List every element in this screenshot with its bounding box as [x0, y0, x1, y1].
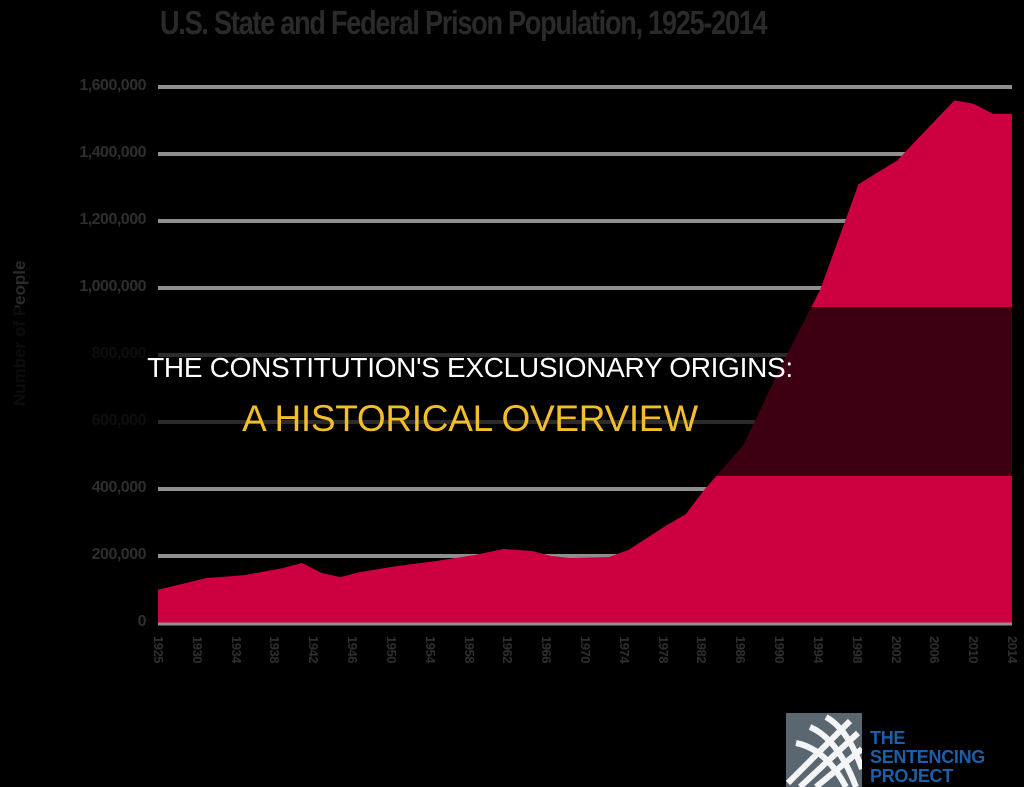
- headline-line-2: A HISTORICAL OVERVIEW: [242, 398, 698, 439]
- x-tick-label: 1994: [810, 636, 826, 663]
- y-tick-label: 400,000: [91, 479, 147, 496]
- x-tick-label: 1938: [267, 636, 283, 663]
- logo-line-3: PROJECT: [870, 766, 953, 786]
- x-tick-label: 1958: [461, 636, 477, 663]
- x-tick-label: 1946: [345, 636, 361, 663]
- x-tick-label: 1970: [578, 636, 593, 663]
- y-tick-label: 1,000,000: [79, 278, 146, 295]
- x-tick-label: 2014: [1005, 636, 1020, 663]
- x-tick-label: 1934: [228, 636, 244, 663]
- y-tick-label: 1,200,000: [79, 211, 146, 228]
- y-tick-label: 1,600,000: [79, 77, 146, 94]
- y-tick-label: 0: [137, 613, 147, 630]
- headline-overlay-band: [0, 307, 1024, 476]
- prison-population-area: [158, 100, 1012, 623]
- x-tick-label: 2002: [888, 636, 904, 663]
- x-tick-label: 1925: [151, 636, 166, 663]
- logo-line-1: THE: [870, 728, 906, 748]
- x-tick-label: 1990: [772, 636, 788, 663]
- logo-text: THE SENTENCING PROJECT: [870, 729, 985, 786]
- logo-grid-icon: [786, 713, 862, 787]
- chart-title: U.S. State and Federal Prison Population…: [160, 4, 768, 41]
- sentencing-project-logo: THE SENTENCING PROJECT: [786, 713, 1024, 787]
- x-tick-label: 2006: [927, 636, 943, 663]
- x-tick-label: 1974: [616, 636, 632, 663]
- x-tick-label: 1942: [306, 636, 322, 663]
- y-tick-label: 200,000: [91, 546, 147, 563]
- x-tick-label: 1954: [422, 636, 438, 663]
- x-tick-label: 1966: [539, 636, 555, 663]
- x-tick-label: 2010: [966, 636, 982, 663]
- headline-line-1: THE CONSTITUTION'S EXCLUSIONARY ORIGINS:: [147, 352, 793, 383]
- x-tick-label: 1978: [655, 636, 671, 663]
- y-tick-label: 1,400,000: [79, 144, 146, 161]
- x-tick-label: 1982: [694, 636, 710, 663]
- x-tick-label: 1962: [500, 636, 516, 663]
- x-tick-label: 1950: [383, 636, 399, 663]
- x-tick-label: 1930: [189, 636, 205, 663]
- x-tick-label: 1998: [849, 636, 865, 663]
- logo-line-2: SENTENCING: [870, 747, 986, 767]
- x-tick-label: 1986: [733, 636, 749, 663]
